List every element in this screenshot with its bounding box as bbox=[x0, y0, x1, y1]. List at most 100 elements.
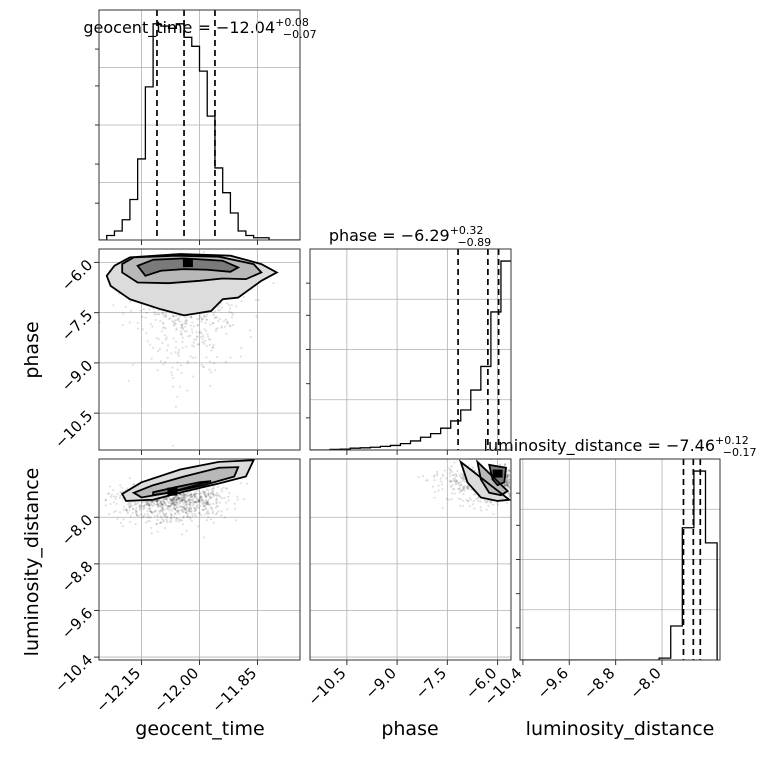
sample-point bbox=[141, 328, 144, 331]
sample-point bbox=[146, 513, 149, 516]
sample-point bbox=[151, 505, 155, 508]
sample-point bbox=[525, 483, 527, 485]
sample-point bbox=[514, 474, 516, 476]
sample-point bbox=[179, 326, 183, 330]
sample-point bbox=[176, 395, 179, 398]
sample-point bbox=[150, 526, 153, 529]
sample-point bbox=[197, 500, 200, 503]
sample-point bbox=[210, 496, 213, 499]
sample-point bbox=[194, 506, 197, 509]
sample-point bbox=[204, 490, 207, 494]
sample-point bbox=[182, 497, 185, 500]
sample-point bbox=[184, 511, 188, 515]
sample-point bbox=[544, 495, 546, 497]
sample-point bbox=[209, 384, 212, 388]
sample-point bbox=[484, 501, 487, 504]
sample-point bbox=[158, 505, 161, 508]
sample-point bbox=[554, 472, 556, 474]
sample-point bbox=[451, 470, 454, 473]
sample-point bbox=[228, 310, 231, 313]
sample-point bbox=[506, 483, 509, 487]
sample-point bbox=[171, 499, 175, 502]
histogram-panel-luminosity-distance: −10.4 −9.6 −8.8 −8.0 bbox=[480, 458, 721, 709]
sample-point bbox=[153, 509, 156, 513]
sample-point bbox=[506, 482, 509, 485]
sample-point bbox=[433, 496, 436, 499]
sample-point bbox=[153, 510, 156, 513]
sample-point bbox=[440, 483, 444, 486]
sample-point bbox=[198, 497, 201, 500]
sample-point bbox=[159, 521, 163, 524]
sample-point bbox=[212, 313, 215, 317]
sample-point bbox=[505, 480, 508, 483]
sample-point bbox=[531, 486, 533, 488]
sample-point bbox=[184, 500, 187, 504]
sample-point bbox=[222, 486, 225, 489]
sample-point bbox=[452, 473, 456, 477]
sample-point bbox=[139, 504, 142, 507]
sample-point bbox=[213, 316, 216, 319]
sample-point bbox=[155, 499, 159, 502]
sample-point bbox=[527, 493, 529, 495]
sample-point bbox=[207, 499, 210, 502]
sample-point bbox=[185, 509, 188, 512]
sample-point bbox=[152, 511, 155, 514]
sample-point bbox=[194, 514, 197, 518]
sample-point bbox=[181, 499, 184, 502]
sample-point bbox=[189, 517, 192, 520]
sample-point bbox=[220, 497, 224, 500]
sample-point bbox=[177, 317, 181, 320]
sample-point bbox=[178, 496, 181, 500]
sample-point bbox=[524, 470, 526, 472]
sample-point bbox=[212, 494, 215, 498]
sample-point bbox=[156, 505, 159, 508]
sample-point bbox=[462, 493, 465, 496]
sample-point bbox=[207, 491, 210, 494]
sample-point bbox=[452, 488, 455, 491]
sample-point bbox=[523, 480, 525, 482]
sample-point bbox=[203, 250, 206, 254]
sample-point bbox=[155, 499, 158, 503]
sample-point bbox=[528, 479, 530, 481]
sample-point bbox=[541, 476, 543, 478]
sample-point bbox=[158, 521, 161, 525]
sample-point bbox=[107, 492, 110, 495]
sample-point bbox=[454, 474, 458, 478]
sample-point bbox=[162, 503, 165, 506]
sample-point bbox=[205, 519, 209, 522]
sample-point bbox=[459, 504, 462, 507]
sample-point bbox=[448, 472, 452, 475]
sample-point bbox=[538, 477, 540, 479]
sample-point bbox=[189, 501, 192, 504]
sample-point bbox=[490, 500, 493, 503]
sample-point bbox=[189, 499, 193, 502]
sample-point bbox=[205, 495, 208, 498]
sample-point bbox=[540, 469, 542, 471]
sample-point bbox=[178, 502, 182, 505]
sample-point bbox=[516, 489, 518, 491]
sample-point bbox=[180, 333, 183, 336]
sample-point bbox=[182, 505, 186, 508]
sample-point bbox=[193, 500, 197, 504]
sample-point bbox=[184, 316, 187, 319]
sample-point bbox=[145, 502, 148, 506]
sample-point bbox=[188, 507, 191, 510]
sample-point bbox=[220, 306, 224, 309]
sample-point bbox=[165, 349, 169, 352]
sample-point bbox=[490, 500, 493, 503]
sample-point bbox=[110, 495, 113, 498]
sample-point bbox=[137, 327, 140, 330]
sample-point bbox=[463, 487, 466, 490]
sample-point bbox=[508, 495, 511, 498]
sample-point bbox=[217, 493, 220, 496]
sample-point bbox=[507, 484, 510, 487]
sample-point bbox=[129, 502, 132, 505]
sample-point bbox=[190, 315, 193, 319]
sample-point bbox=[179, 330, 183, 333]
sample-point bbox=[459, 480, 462, 484]
sample-point bbox=[177, 520, 180, 523]
sample-point bbox=[437, 484, 440, 487]
sample-point bbox=[449, 484, 452, 487]
sample-point bbox=[532, 476, 534, 478]
sample-point bbox=[507, 492, 511, 495]
